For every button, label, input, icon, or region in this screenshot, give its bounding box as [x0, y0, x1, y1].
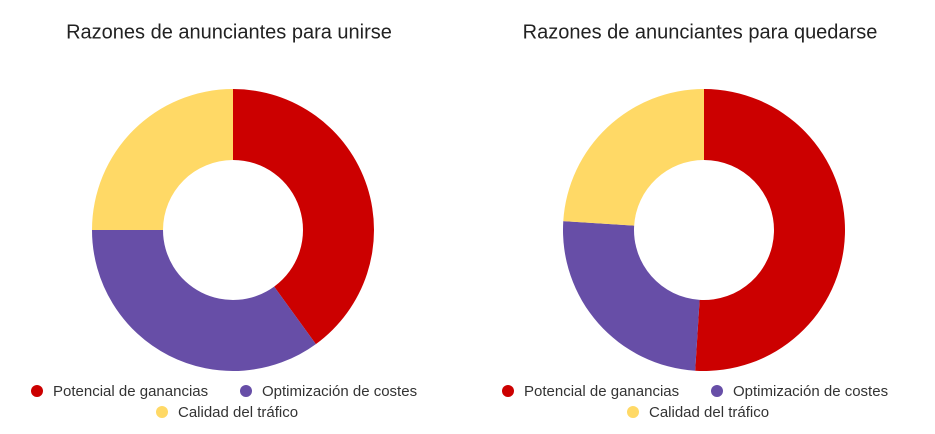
- donut-slice: [563, 89, 704, 226]
- legend-label: Potencial de ganancias: [524, 383, 679, 400]
- legend-label: Optimización de costes: [262, 383, 417, 400]
- legend-label: Optimización de costes: [733, 383, 888, 400]
- donut-slice: [233, 89, 374, 345]
- legend-label: Calidad del tráfico: [178, 404, 298, 421]
- legend-label: Potencial de ganancias: [53, 383, 208, 400]
- donut-slice: [92, 230, 316, 371]
- legend-marker: [156, 406, 168, 418]
- legend-label: Calidad del tráfico: [649, 404, 769, 421]
- legend-marker: [31, 385, 43, 397]
- donut-slice: [563, 221, 700, 371]
- chart-title: Razones de anunciantes para unirse: [66, 21, 392, 43]
- donut-slice: [92, 89, 233, 230]
- legend-marker: [711, 385, 723, 397]
- chart-title: Razones de anunciantes para quedarse: [523, 21, 878, 43]
- legend-marker: [502, 385, 514, 397]
- donut-slice: [695, 89, 846, 372]
- legend-marker: [627, 406, 639, 418]
- legend-marker: [240, 385, 252, 397]
